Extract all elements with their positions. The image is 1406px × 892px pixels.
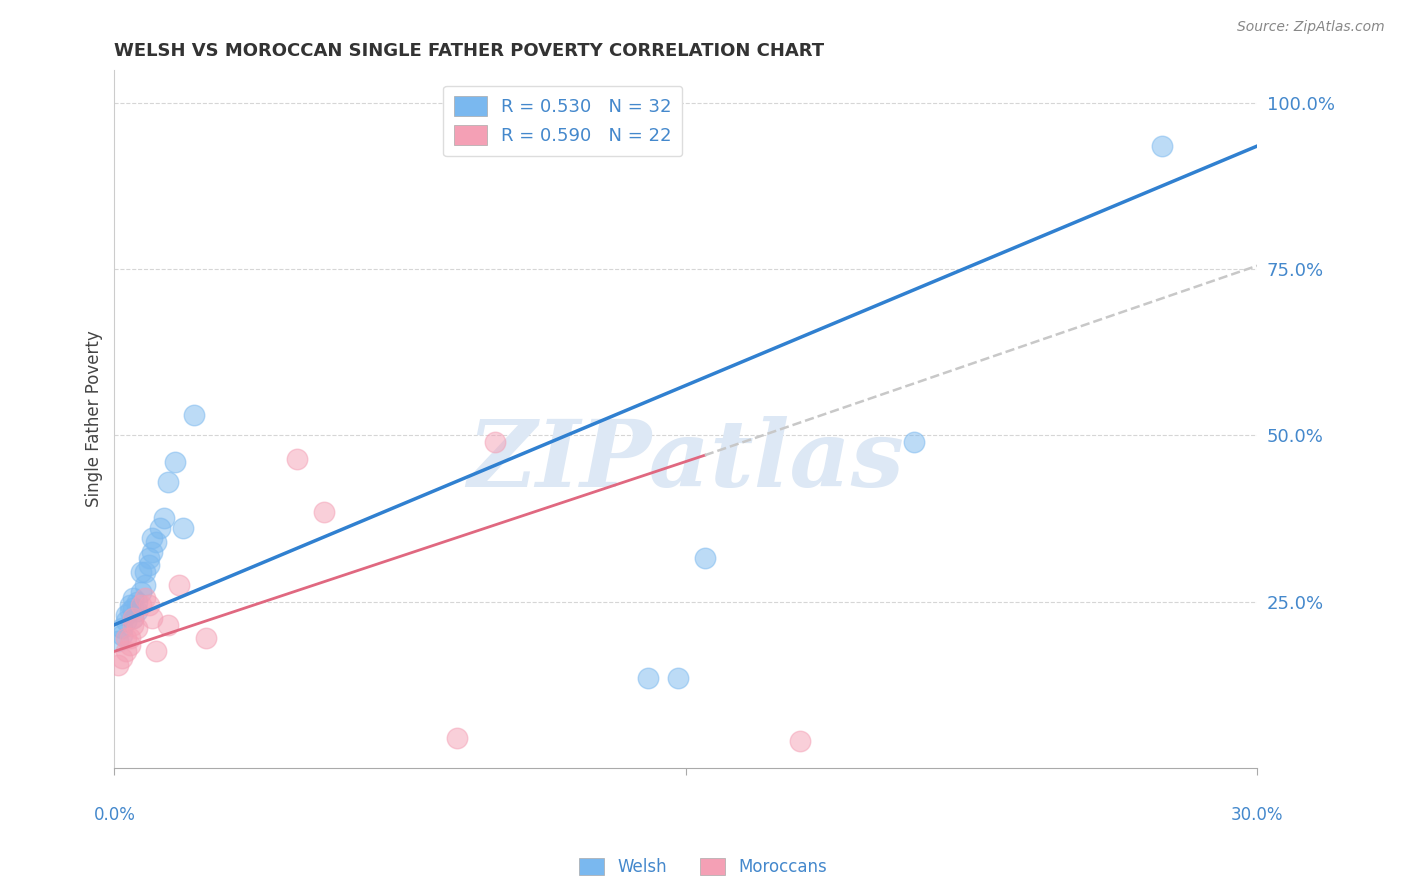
Point xyxy=(122,617,145,632)
Point xyxy=(118,598,141,612)
Text: 30.0%: 30.0% xyxy=(1230,806,1284,824)
Point xyxy=(134,565,156,579)
Point xyxy=(134,591,156,606)
Point xyxy=(156,617,179,632)
Point xyxy=(172,521,194,535)
Point xyxy=(666,671,689,685)
Point xyxy=(285,451,308,466)
Point xyxy=(141,532,163,546)
Y-axis label: Single Father Poverty: Single Father Poverty xyxy=(86,330,103,507)
Point xyxy=(134,578,156,592)
Point xyxy=(129,598,152,612)
Point xyxy=(138,551,160,566)
Point xyxy=(312,505,335,519)
Point xyxy=(115,644,138,658)
Point xyxy=(111,628,134,642)
Point xyxy=(1150,139,1173,153)
Text: ZIPatlas: ZIPatlas xyxy=(467,416,904,506)
Point xyxy=(903,434,925,449)
Point xyxy=(111,621,134,635)
Point xyxy=(789,734,811,748)
Point xyxy=(141,544,163,558)
Point xyxy=(156,475,179,489)
Point xyxy=(122,611,145,625)
Point xyxy=(138,598,160,612)
Point xyxy=(115,615,138,629)
Point xyxy=(129,565,152,579)
Point xyxy=(127,594,149,608)
Legend: Welsh, Moroccans: Welsh, Moroccans xyxy=(572,851,834,882)
Point xyxy=(484,434,506,449)
Point xyxy=(107,634,129,648)
Point xyxy=(446,731,468,745)
Point xyxy=(107,657,129,672)
Point xyxy=(145,534,167,549)
Point xyxy=(637,671,659,685)
Point xyxy=(194,631,217,645)
Point xyxy=(153,511,176,525)
Text: 0.0%: 0.0% xyxy=(93,806,135,824)
Point xyxy=(149,521,172,535)
Point xyxy=(118,605,141,619)
Point xyxy=(115,607,138,622)
Point xyxy=(127,621,149,635)
Point xyxy=(115,631,138,645)
Point xyxy=(167,578,190,592)
Text: WELSH VS MOROCCAN SINGLE FATHER POVERTY CORRELATION CHART: WELSH VS MOROCCAN SINGLE FATHER POVERTY … xyxy=(114,42,824,60)
Point xyxy=(127,605,149,619)
Point xyxy=(141,611,163,625)
Point xyxy=(138,558,160,572)
Text: Source: ZipAtlas.com: Source: ZipAtlas.com xyxy=(1237,20,1385,34)
Point xyxy=(111,651,134,665)
Point xyxy=(122,591,145,606)
Point xyxy=(183,409,205,423)
Point xyxy=(122,611,145,625)
Point xyxy=(165,455,187,469)
Point xyxy=(693,551,716,566)
Point xyxy=(145,644,167,658)
Point xyxy=(122,601,145,615)
Point xyxy=(118,638,141,652)
Legend: R = 0.530   N = 32, R = 0.590   N = 22: R = 0.530 N = 32, R = 0.590 N = 22 xyxy=(443,86,682,156)
Point xyxy=(118,631,141,645)
Point xyxy=(129,584,152,599)
